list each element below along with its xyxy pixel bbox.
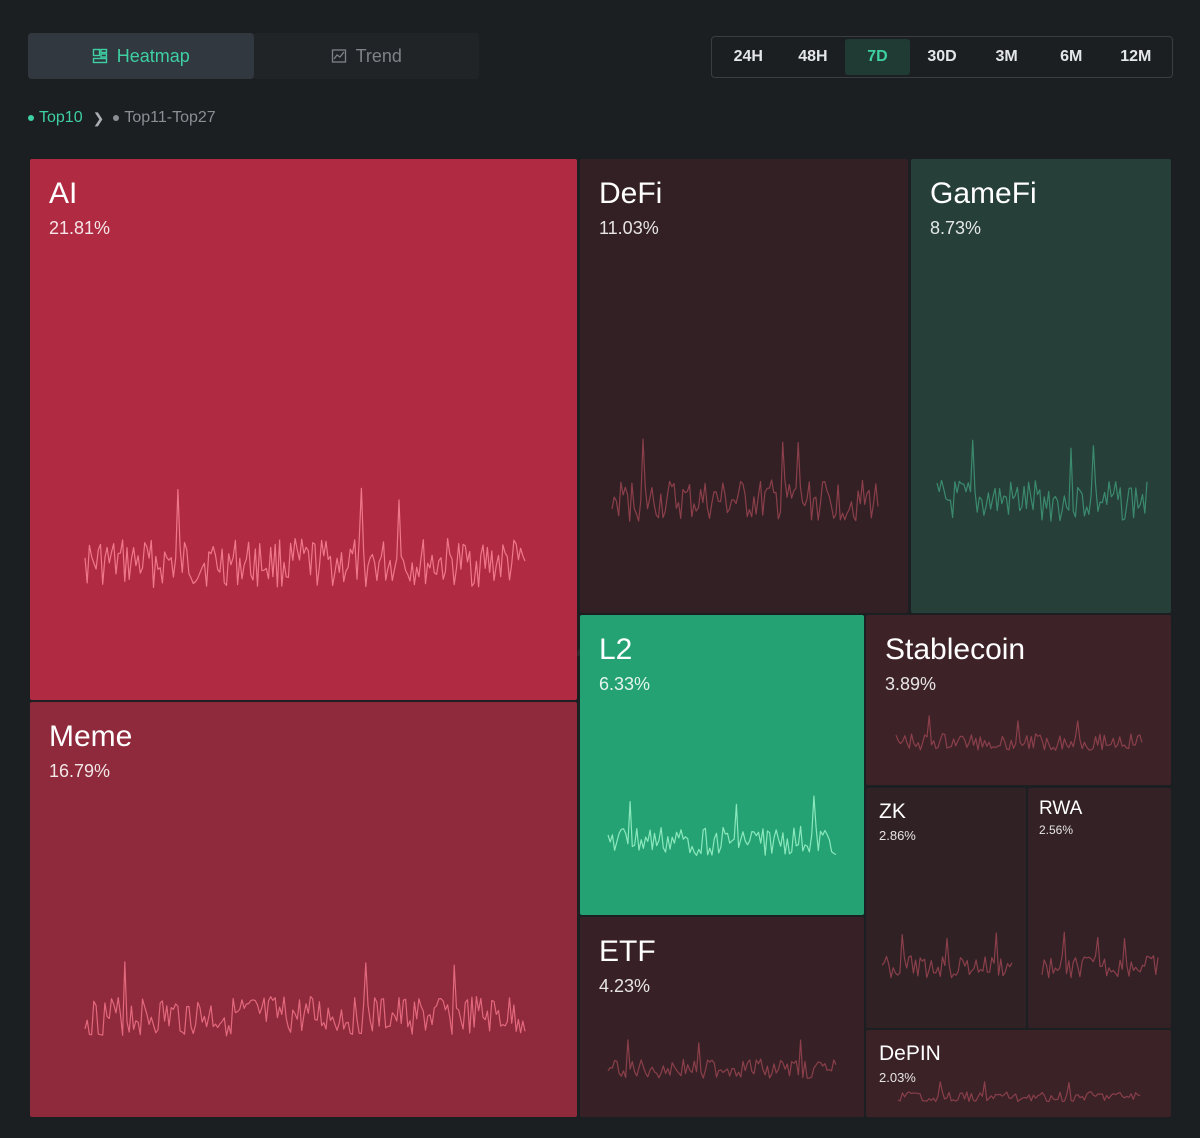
tile-name: ETF [599, 935, 656, 968]
tile-value: 8.73% [930, 218, 982, 238]
sparkline [84, 961, 526, 1037]
breadcrumb-top11-top27[interactable]: Top11-Top27 [113, 109, 216, 127]
tile-name: DePIN [879, 1042, 941, 1065]
breadcrumb-top11-top27-label: Top11-Top27 [124, 109, 216, 126]
inactive-dot [113, 115, 120, 121]
sparkline [1041, 931, 1159, 979]
sparkline [611, 438, 879, 522]
tile-rwa[interactable]: RWA 2.56% [1028, 788, 1171, 1028]
range-30d-button[interactable]: 30D [927, 48, 957, 65]
tile-depin[interactable]: DePIN 2.03% [866, 1030, 1171, 1117]
breadcrumb: Top10 ❯ Top11-Top27 [28, 108, 216, 128]
tile-value: 2.03% [879, 1070, 916, 1085]
breadcrumb-top10[interactable]: Top10 [28, 109, 83, 127]
tile-l2[interactable]: L2 6.33% [580, 615, 864, 915]
active-dot [28, 115, 34, 121]
heatmap-tab[interactable]: Heatmap [28, 33, 254, 79]
heatmap-icon [92, 48, 107, 64]
tile-value: 16.79% [49, 761, 111, 781]
tile-zk[interactable]: ZK 2.86% [866, 788, 1026, 1028]
sparkline [897, 1081, 1141, 1103]
tile-value: 4.23% [599, 976, 651, 996]
chevron-right-icon: ❯ [92, 109, 105, 126]
tile-etf[interactable]: ETF 4.23% [580, 917, 864, 1117]
tile-name: Stablecoin [885, 633, 1026, 666]
tile-name: Meme [49, 720, 133, 753]
tile-gamefi[interactable]: GameFi 8.73% [911, 159, 1171, 613]
range-12m-button[interactable]: 12M [1120, 48, 1152, 65]
tile-value: 3.89% [885, 674, 937, 694]
sparkline [936, 439, 1148, 522]
trend-chart-icon [331, 49, 346, 63]
tile-meme[interactable]: Meme 16.79% [30, 702, 577, 1117]
trend-tab[interactable]: Trend [254, 33, 480, 79]
tile-value: 11.03% [599, 218, 659, 238]
tile-stablecoin[interactable]: Stablecoin 3.89% [866, 615, 1171, 785]
tile-name: DeFi [599, 177, 663, 210]
range-24h-button[interactable]: 24H [733, 48, 763, 65]
tile-name: GameFi [930, 177, 1037, 210]
sparkline [607, 1039, 837, 1079]
tile-defi[interactable]: DeFi 11.03% [580, 159, 908, 613]
tile-name: RWA [1039, 798, 1083, 819]
tile-value: 2.86% [879, 828, 916, 843]
view-toggle: Heatmap Trend [28, 33, 479, 79]
range-6m-button[interactable]: 6M [1060, 48, 1083, 65]
tile-name: L2 [599, 633, 633, 666]
tile-value: 2.56% [1039, 823, 1074, 837]
tile-value: 21.81% [49, 218, 111, 238]
sparkline [881, 932, 1013, 979]
trend-tab-label: Trend [355, 45, 402, 66]
tile-ai[interactable]: AI 21.81% [30, 159, 577, 700]
tile-name: AI [49, 177, 78, 210]
time-range-selector: 24H 48H 7D 30D 3M 6M 12M [711, 36, 1173, 78]
range-7d-button[interactable]: 7D [845, 39, 910, 75]
range-3m-button[interactable]: 3M [995, 48, 1018, 65]
heatmap-tab-label: Heatmap [116, 45, 190, 66]
tile-value: 6.33% [599, 674, 651, 694]
range-48h-button[interactable]: 48H [798, 48, 828, 65]
sparkline [895, 715, 1143, 751]
tile-name: ZK [879, 800, 906, 823]
breadcrumb-top10-label: Top10 [39, 109, 83, 126]
sparkline [607, 795, 837, 857]
sparkline [84, 487, 526, 589]
